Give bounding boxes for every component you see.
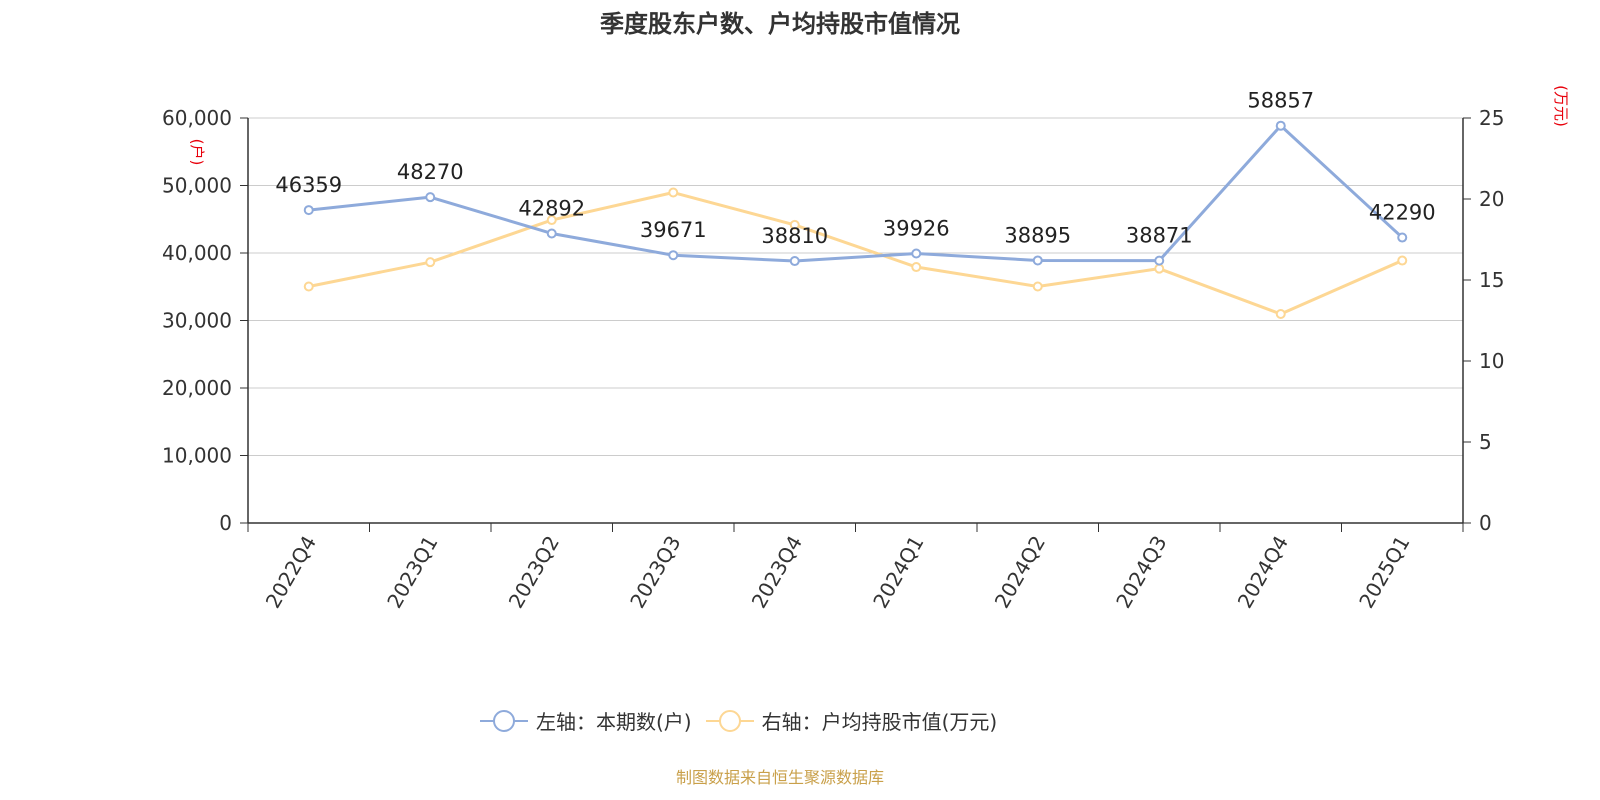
- data-point-holders: [1275, 120, 1286, 131]
- data-point-holders: [425, 192, 436, 203]
- x-axis-tick-label: 2023Q4: [747, 532, 807, 613]
- left-axis-tick-label: 20,000: [162, 376, 232, 400]
- data-label-holders: 38810: [761, 224, 828, 248]
- data-point-market-value: [1154, 263, 1165, 274]
- right-axis-tick-label: 5: [1479, 430, 1492, 454]
- data-label-holders: 42892: [518, 196, 585, 220]
- data-point-holders: [668, 250, 679, 261]
- chart-title: 季度股东户数、户均持股市值情况: [600, 10, 960, 38]
- x-axis-tick-label: 2024Q4: [1233, 532, 1293, 613]
- source-note: 制图数据来自恒生聚源数据库: [675, 768, 884, 787]
- data-point-market-value: [911, 262, 922, 273]
- legend-label-market-value: 右轴：户均持股市值(万元): [761, 710, 998, 734]
- series-line-market-value: [308, 191, 1403, 316]
- right-axis-tick-label: 0: [1479, 511, 1492, 535]
- data-point-holders: [546, 228, 557, 239]
- right-axis-tick-label: 10: [1479, 349, 1504, 373]
- x-axis-tick-label: 2024Q2: [990, 532, 1050, 613]
- legend-label-holders: 左轴：本期数(户): [536, 710, 692, 734]
- left-axis-unit-label: (户): [188, 139, 206, 166]
- data-point-market-value: [425, 257, 436, 268]
- data-point-holders: [789, 256, 800, 267]
- data-label-holders: 48270: [397, 160, 464, 184]
- legend-item-market-value[interactable]: 右轴：户均持股市值(万元): [705, 706, 998, 735]
- series-line-holders: [308, 124, 1404, 263]
- data-point-holders: [1154, 255, 1165, 266]
- legend-marker-market-value: [705, 709, 754, 732]
- x-axis-tick-label: 2024Q1: [868, 532, 928, 613]
- data-point-market-value: [1032, 281, 1043, 292]
- right-axis-tick-label: 20: [1479, 187, 1504, 211]
- data-label-holders: 39671: [640, 218, 707, 242]
- data-label-holders: 58857: [1247, 89, 1314, 113]
- right-axis-unit-label: (万元): [1552, 85, 1570, 127]
- left-axis-tick-label: 0: [219, 511, 232, 535]
- left-axis-tick-label: 60,000: [162, 106, 232, 130]
- data-label-holders: 42290: [1369, 201, 1436, 225]
- data-label-holders: 46359: [275, 173, 342, 197]
- data-point-holders: [1032, 255, 1043, 266]
- legend-item-holders[interactable]: 左轴：本期数(户): [480, 706, 692, 735]
- x-axis-tick-label: 2023Q1: [382, 532, 442, 613]
- x-axis-tick-label: 2022Q4: [261, 532, 321, 613]
- right-axis-tick-label: 25: [1479, 106, 1504, 130]
- left-axis-tick-label: 10,000: [162, 444, 232, 468]
- data-point-holders: [911, 248, 922, 259]
- x-axis-tick-label: 2024Q3: [1111, 532, 1171, 613]
- x-axis-tick-label: 2023Q3: [625, 532, 685, 613]
- data-point-market-value: [1275, 309, 1286, 320]
- left-axis-tick-label: 30,000: [162, 309, 232, 333]
- data-point-holders: [1397, 232, 1408, 243]
- x-axis-tick-label: 2025Q1: [1354, 532, 1414, 613]
- data-point-market-value: [789, 219, 800, 230]
- data-point-holders: [303, 205, 314, 216]
- left-axis-tick-label: 50,000: [162, 174, 232, 198]
- left-axis-tick-label: 40,000: [162, 241, 232, 265]
- data-point-market-value: [668, 187, 679, 198]
- data-label-holders: 38871: [1126, 224, 1193, 248]
- data-point-market-value: [546, 215, 557, 226]
- data-label-holders: 38895: [1004, 223, 1071, 247]
- data-label-holders: 39926: [883, 216, 950, 240]
- x-axis-tick-label: 2023Q2: [504, 532, 564, 613]
- legend: 左轴：本期数(户) 右轴：户均持股市值(万元): [480, 706, 1011, 735]
- data-point-market-value: [1397, 255, 1408, 266]
- legend-marker-holders: [480, 709, 528, 732]
- data-point-market-value: [303, 281, 314, 292]
- right-axis-tick-label: 15: [1479, 268, 1504, 292]
